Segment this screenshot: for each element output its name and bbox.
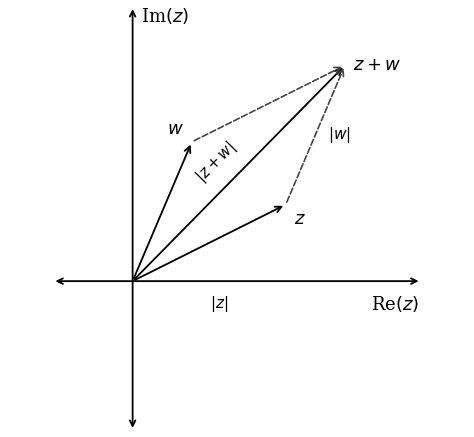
Text: Re$(z)$: Re$(z)$ bbox=[371, 294, 419, 314]
Text: $|z + w|$: $|z + w|$ bbox=[192, 138, 241, 187]
Text: $|z|$: $|z|$ bbox=[210, 294, 229, 314]
Text: $|w|$: $|w|$ bbox=[328, 125, 351, 145]
Text: $z$: $z$ bbox=[294, 210, 306, 228]
Text: $w$: $w$ bbox=[167, 121, 183, 139]
Text: Im$(z)$: Im$(z)$ bbox=[141, 6, 189, 26]
Text: $z + w$: $z + w$ bbox=[353, 56, 401, 74]
